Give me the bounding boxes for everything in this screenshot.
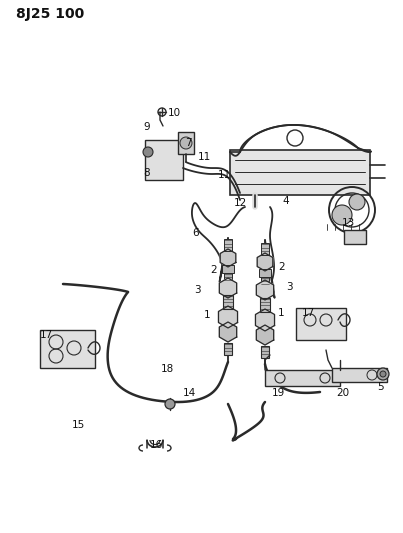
Circle shape: [180, 137, 192, 149]
Polygon shape: [256, 325, 274, 345]
Text: 16: 16: [150, 440, 163, 450]
Text: 18: 18: [161, 364, 174, 374]
Text: 4: 4: [282, 196, 289, 206]
Polygon shape: [257, 253, 273, 271]
Polygon shape: [219, 278, 237, 298]
Text: 1: 1: [204, 310, 211, 320]
Text: 10: 10: [168, 108, 181, 118]
Circle shape: [143, 147, 153, 157]
Text: 8J25 100: 8J25 100: [16, 7, 84, 21]
Bar: [145, 140, 183, 180]
Bar: [230, 150, 370, 195]
Text: 2: 2: [278, 262, 285, 272]
Text: 3: 3: [194, 285, 201, 295]
Text: 9: 9: [143, 122, 150, 132]
Text: 8: 8: [143, 168, 150, 178]
Bar: [261, 346, 269, 358]
Text: 13: 13: [342, 218, 355, 228]
Bar: [261, 243, 269, 255]
Polygon shape: [219, 322, 237, 342]
Text: 19: 19: [272, 388, 285, 398]
Bar: [224, 343, 232, 355]
Text: 1: 1: [278, 308, 285, 318]
Bar: [222, 265, 234, 273]
Text: 7: 7: [185, 138, 191, 148]
Bar: [344, 230, 366, 244]
Text: 14: 14: [183, 388, 196, 398]
Text: 6: 6: [192, 228, 199, 238]
Text: 15: 15: [72, 420, 85, 430]
Bar: [296, 308, 346, 340]
Text: 2: 2: [210, 265, 217, 275]
Polygon shape: [220, 249, 236, 267]
Bar: [40, 330, 95, 368]
Polygon shape: [256, 280, 274, 300]
Text: 12: 12: [234, 198, 247, 208]
Bar: [259, 269, 271, 277]
Bar: [332, 368, 387, 382]
Text: 11: 11: [198, 152, 211, 162]
Bar: [223, 295, 233, 309]
Text: 17: 17: [302, 308, 315, 318]
Text: 11: 11: [218, 170, 231, 180]
Circle shape: [165, 399, 175, 409]
Text: 20: 20: [336, 388, 349, 398]
Bar: [261, 277, 269, 287]
Circle shape: [349, 194, 365, 210]
Bar: [224, 239, 232, 251]
Bar: [178, 132, 194, 154]
Text: 3: 3: [286, 282, 293, 292]
Polygon shape: [218, 306, 237, 328]
Text: 17: 17: [40, 330, 53, 340]
Bar: [260, 298, 270, 312]
Polygon shape: [256, 309, 274, 331]
Circle shape: [380, 371, 386, 377]
Circle shape: [377, 368, 389, 380]
Text: 5: 5: [377, 382, 384, 392]
Bar: [265, 370, 340, 386]
Circle shape: [332, 205, 352, 225]
Bar: [224, 273, 232, 283]
